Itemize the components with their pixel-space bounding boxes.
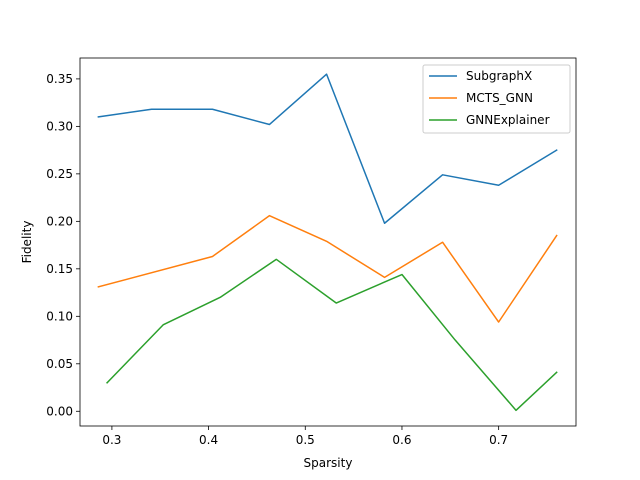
x-axis: 0.3 0.4 0.5 0.6 0.7: [102, 426, 508, 447]
legend: SubgraphX MCTS_GNN GNNExplainer: [422, 64, 571, 134]
legend-label: SubgraphX: [466, 69, 532, 83]
x-tick-label: 0.4: [199, 433, 218, 447]
y-axis-label: Fidelity: [20, 221, 34, 264]
series-lines: [97, 73, 558, 412]
y-tick-label: 0.35: [46, 72, 73, 86]
y-tick-label: 0.00: [46, 404, 73, 418]
legend-label: GNNExplainer: [466, 113, 550, 127]
x-tick-label: 0.6: [392, 433, 411, 447]
y-axis: 0.00 0.05 0.10 0.15 0.20 0.25 0.30 0.35: [46, 72, 80, 418]
x-tick-label: 0.3: [102, 433, 121, 447]
legend-label: MCTS_GNN: [466, 91, 533, 105]
y-tick-label: 0.15: [46, 262, 73, 276]
x-tick-label: 0.7: [489, 433, 508, 447]
series-line-mcts-gnn: [97, 214, 558, 323]
axes-frame: [79, 57, 577, 427]
series-line-subgraphx: [97, 73, 558, 224]
y-tick-label: 0.10: [46, 309, 73, 323]
x-tick-label: 0.5: [296, 433, 315, 447]
y-tick-label: 0.20: [46, 214, 73, 228]
series-line-gnnexplainer: [106, 258, 558, 412]
y-tick-label: 0.05: [46, 357, 73, 371]
y-tick-label: 0.25: [46, 167, 73, 181]
y-tick-label: 0.30: [46, 119, 73, 133]
x-axis-label: Sparsity: [304, 456, 353, 470]
legend-box: [422, 64, 571, 134]
